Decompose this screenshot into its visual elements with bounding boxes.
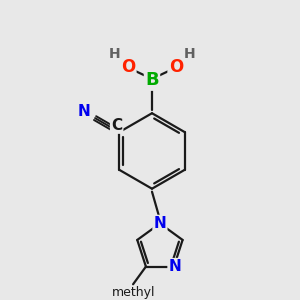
Text: H: H [108,46,120,61]
Text: N: N [78,104,90,119]
Text: methyl: methyl [112,286,156,299]
Text: N: N [154,216,166,231]
Text: C: C [111,118,122,133]
Text: O: O [121,58,135,76]
Text: H: H [184,46,196,61]
Text: O: O [169,58,183,76]
Text: N: N [169,259,181,274]
Text: B: B [145,71,159,89]
